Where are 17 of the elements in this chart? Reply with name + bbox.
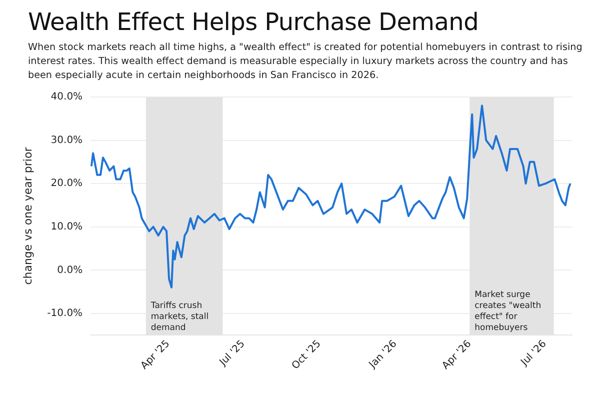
x-tick-label: Apr '25 bbox=[138, 338, 172, 372]
x-tick-label: Jul '26 bbox=[518, 338, 549, 369]
y-axis-title: change vs one year prior bbox=[21, 146, 34, 285]
x-tick-label: Apr '26 bbox=[440, 338, 474, 372]
y-tick-label: 40.0% bbox=[50, 92, 83, 103]
band-label: Market surge creates "wealth effect" for homebuyers bbox=[474, 290, 542, 334]
chart-title: Wealth Effect Helps Purchase Demand bbox=[28, 8, 480, 36]
y-tick-label: 30.0% bbox=[50, 134, 83, 146]
y-tick-label: -10.0% bbox=[47, 308, 83, 320]
x-tick-label: Jul '25 bbox=[217, 338, 248, 369]
y-tick-label: 20.0% bbox=[50, 178, 83, 190]
y-tick-label: 0.0% bbox=[57, 264, 83, 276]
y-tick-label: 10.0% bbox=[50, 221, 83, 232]
x-tick-label: Jan '26 bbox=[366, 338, 400, 372]
band-label: Tariffs crush markets, stall demand bbox=[150, 301, 209, 334]
x-tick-label: Oct '25 bbox=[290, 338, 324, 372]
chart-subtitle: When stock markets reach all time highs, a "wealth effect" is created for potential homebuyers in contrast to rising interest rates. This wealth effect demand is measurable especially in luxury markets across the country and has been especially acute in certain neighborhoods in San Francisco in 2026. bbox=[28, 41, 584, 83]
